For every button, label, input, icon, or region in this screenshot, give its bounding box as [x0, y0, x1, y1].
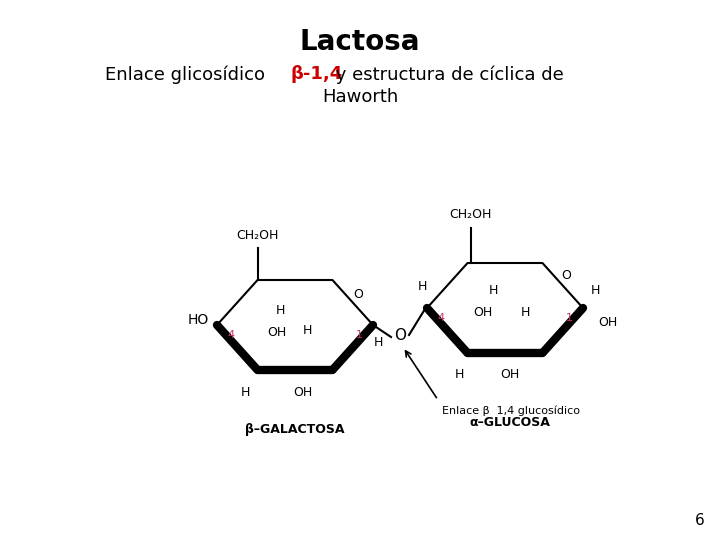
Text: O: O: [353, 288, 363, 301]
Text: β-1,4: β-1,4: [290, 65, 342, 83]
Text: OH: OH: [500, 368, 520, 381]
Text: CH₂OH: CH₂OH: [449, 208, 492, 221]
Text: 1: 1: [565, 313, 572, 323]
Text: OH: OH: [293, 386, 312, 399]
Text: Haworth: Haworth: [322, 88, 398, 106]
Text: H: H: [241, 386, 251, 399]
Text: O: O: [561, 269, 571, 282]
Text: CH₂OH: CH₂OH: [236, 229, 279, 242]
Text: O: O: [394, 327, 406, 342]
Text: Lactosa: Lactosa: [300, 28, 420, 56]
Text: β–GALACTOSA: β–GALACTOSA: [246, 423, 345, 436]
Text: H: H: [455, 368, 464, 381]
Text: 6: 6: [696, 513, 705, 528]
Text: H: H: [418, 280, 427, 293]
Text: OH: OH: [598, 316, 617, 329]
Text: Enlace glicosídico: Enlace glicosídico: [105, 65, 271, 84]
Text: 4: 4: [438, 313, 444, 323]
Text: OH: OH: [267, 327, 287, 340]
Text: H: H: [521, 307, 530, 320]
Text: H: H: [590, 284, 600, 296]
Text: 1: 1: [356, 330, 362, 340]
Text: H: H: [302, 323, 312, 336]
Text: 4: 4: [228, 330, 235, 340]
Text: H: H: [275, 303, 284, 316]
Text: Enlace β  1,4 glucosídico: Enlace β 1,4 glucosídico: [442, 405, 580, 415]
Text: y estructura de cíclica de: y estructura de cíclica de: [330, 65, 564, 84]
Text: H: H: [373, 336, 383, 349]
Text: H: H: [488, 284, 498, 296]
Text: OH: OH: [473, 307, 492, 320]
Text: α–GLUCOSA: α–GLUCOSA: [469, 416, 550, 429]
Text: HO: HO: [188, 313, 209, 327]
